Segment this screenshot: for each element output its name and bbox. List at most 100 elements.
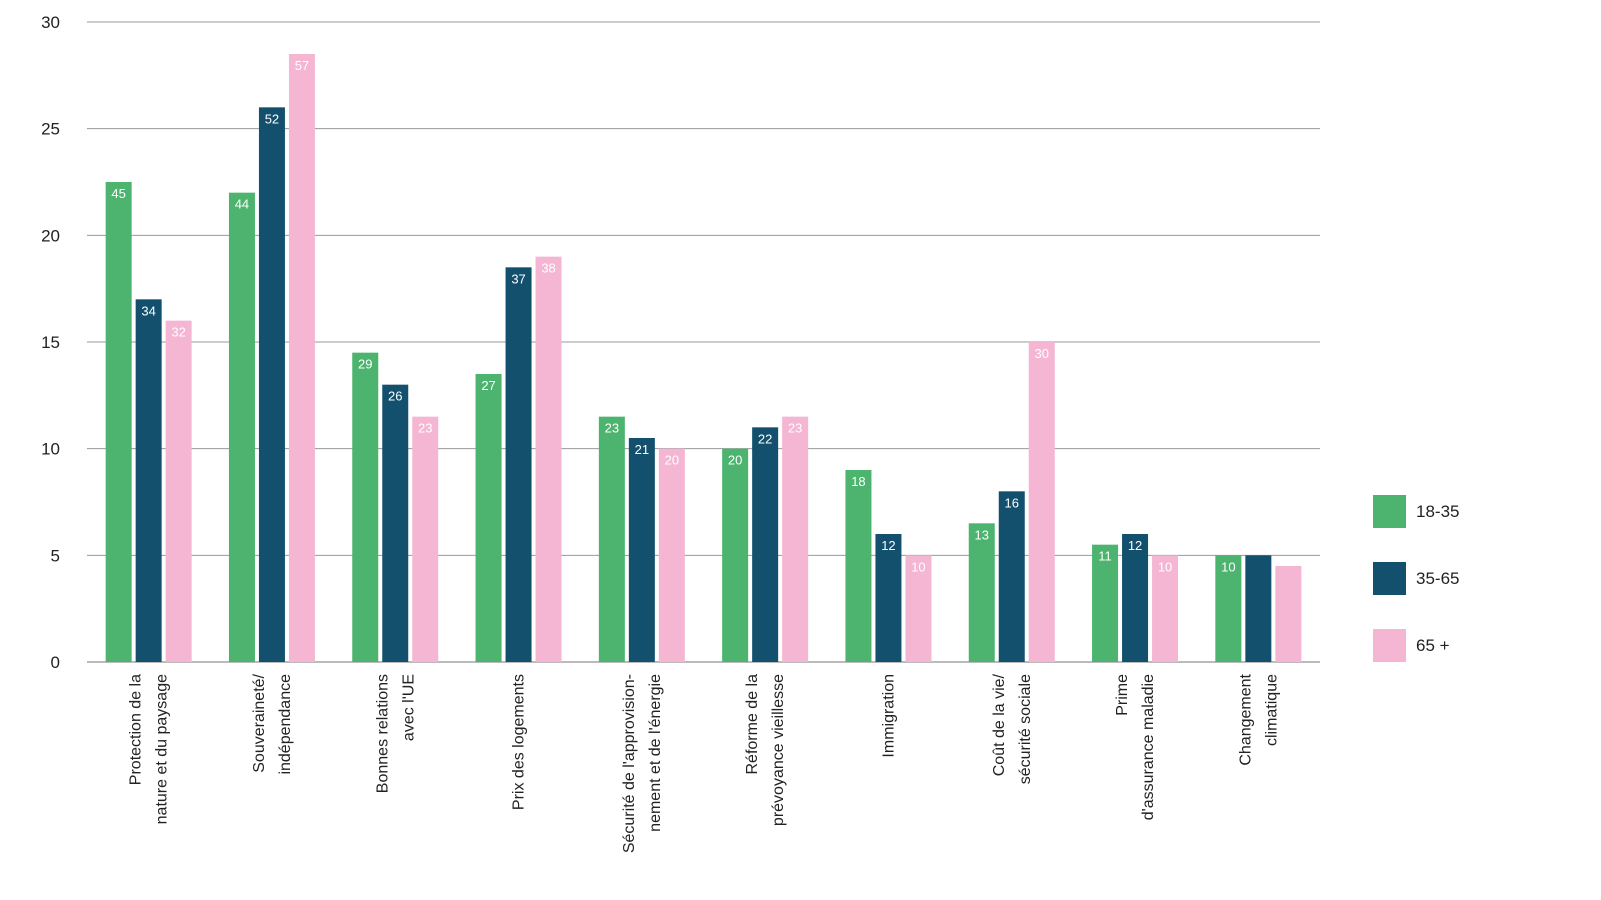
bar-1835-1	[228, 192, 255, 662]
category-label: Prix des logements	[511, 674, 528, 810]
bar-value-label: 57	[295, 58, 309, 73]
category-labels: Protection de la nature et du paysage Souv…	[128, 673, 1281, 853]
bar-value-label: 21	[635, 442, 649, 457]
bar-value-label: 52	[265, 111, 279, 126]
category-label-line: Sécurité de l'approvision-	[621, 674, 638, 853]
bar-65-6	[905, 555, 932, 662]
bar-value-label: 38	[541, 261, 555, 276]
category-label-line: indépendance	[277, 674, 294, 775]
bar-value-label: 44	[235, 197, 249, 212]
bar-3565-8	[1122, 534, 1149, 662]
bar-65-8	[1152, 555, 1179, 662]
bar-value-label: 18	[851, 474, 865, 489]
bars	[105, 54, 1302, 663]
category-label: Sécurité de l'approvision-nement et de l…	[621, 674, 664, 853]
bar-value-label: 30	[1035, 346, 1049, 361]
bar-3565-7	[998, 491, 1025, 662]
bar-value-label: 22	[758, 431, 772, 446]
category-label-line: Réforme de la	[744, 674, 761, 775]
category-label-line: Prime	[1114, 674, 1131, 716]
category-label-line: Souveraineté/	[251, 673, 268, 772]
bar-1835-2	[352, 352, 379, 662]
bar-1835-6	[845, 470, 872, 662]
category-label: Bonnes relations avec l'UE	[374, 674, 417, 793]
bar-65-0	[165, 320, 192, 662]
category-label: Protection de la nature et du paysage	[128, 674, 171, 824]
legend-swatch	[1373, 629, 1406, 662]
y-tick-label: 20	[41, 226, 60, 245]
bar-value-label: 23	[788, 421, 802, 436]
bar-3565-2	[382, 384, 409, 662]
bar-65-9	[1275, 566, 1302, 662]
bar-65-4	[658, 448, 685, 662]
bar-value-label: 27	[481, 378, 495, 393]
y-tick-label: 5	[51, 546, 60, 565]
category-label: Coût de la vie/sécurité sociale	[991, 673, 1034, 784]
category-label: Immigration	[880, 674, 897, 758]
bar-value-label: 11	[1098, 549, 1112, 564]
category-label: Souveraineté/indépendance	[251, 673, 294, 774]
category-label-line: d'assurance maladie	[1140, 674, 1157, 820]
category-label-line: Changement	[1237, 673, 1254, 765]
bar-value-label: 12	[1128, 538, 1142, 553]
category-label: Prime d'assurance maladie	[1114, 674, 1157, 820]
category-label-line: Bonnes relations	[374, 674, 391, 793]
category-label: Réforme de la prévoyance vieillesse	[744, 674, 787, 826]
legend: 18-35 35-65 65 +	[1373, 495, 1459, 662]
bar-value-label: 12	[881, 538, 895, 553]
bar-3565-6	[875, 534, 902, 662]
category-label-line: avec l'UE	[400, 674, 417, 741]
bar-1835-3	[475, 374, 502, 662]
bar-value-labels: 45 34 32 44 52 57 29 26 23 27 37 38 23 21 20 20 22 23 18 12…	[111, 58, 1235, 574]
legend-swatch	[1373, 495, 1406, 528]
bar-value-label: 10	[1221, 559, 1235, 574]
legend-label: 35-65	[1416, 569, 1459, 588]
bar-1835-8	[1092, 544, 1119, 662]
bar-value-label: 29	[358, 357, 372, 372]
legend-swatch	[1373, 562, 1406, 595]
bar-value-label: 20	[665, 453, 679, 468]
legend-label: 18-35	[1416, 502, 1459, 521]
bar-value-label: 10	[911, 559, 925, 574]
bar-1835-7	[968, 523, 995, 662]
category-label: Changement climatique	[1237, 673, 1280, 765]
bar-value-label: 20	[728, 453, 742, 468]
bar-value-label: 26	[388, 389, 402, 404]
category-label-line: Immigration	[880, 674, 897, 758]
bar-value-label: 10	[1158, 559, 1172, 574]
bar-3565-3	[505, 267, 532, 662]
bar-65-1	[288, 54, 315, 662]
bar-3565-0	[135, 299, 162, 662]
bar-65-2	[412, 416, 439, 662]
bar-1835-9	[1215, 555, 1242, 662]
bar-1835-5	[722, 448, 749, 662]
bar-3565-9	[1245, 555, 1272, 662]
category-label-line: prévoyance vieillesse	[770, 674, 787, 826]
y-tick-label: 25	[41, 120, 60, 139]
y-tick-label: 15	[41, 333, 60, 352]
legend-label: 65 +	[1416, 636, 1450, 655]
bar-value-label: 13	[975, 527, 989, 542]
bar-value-label: 37	[511, 271, 525, 286]
category-label-line: Coût de la vie/	[991, 673, 1008, 776]
bar-3565-4	[628, 438, 655, 662]
bar-value-label: 16	[1005, 495, 1019, 510]
bar-value-label: 23	[418, 421, 432, 436]
category-label-line: climatique	[1263, 674, 1280, 746]
bar-3565-5	[752, 427, 779, 662]
category-label-line: nement et de l'énergie	[647, 674, 664, 832]
bar-value-label: 45	[111, 186, 125, 201]
bar-65-5	[782, 416, 809, 662]
bar-1835-0	[105, 182, 132, 662]
bar-value-label: 32	[171, 325, 185, 340]
y-tick-label: 30	[41, 13, 60, 32]
bar-value-label: 23	[605, 421, 619, 436]
bar-3565-1	[258, 107, 285, 663]
y-axis-ticks: 0 5 10 15 20 25 30	[41, 13, 60, 672]
category-label-line: Prix des logements	[511, 674, 528, 810]
bar-value-label: 34	[141, 303, 155, 318]
y-tick-label: 10	[41, 440, 60, 459]
category-label-line: sécurité sociale	[1017, 674, 1034, 784]
category-label-line: Protection de la	[128, 674, 145, 785]
